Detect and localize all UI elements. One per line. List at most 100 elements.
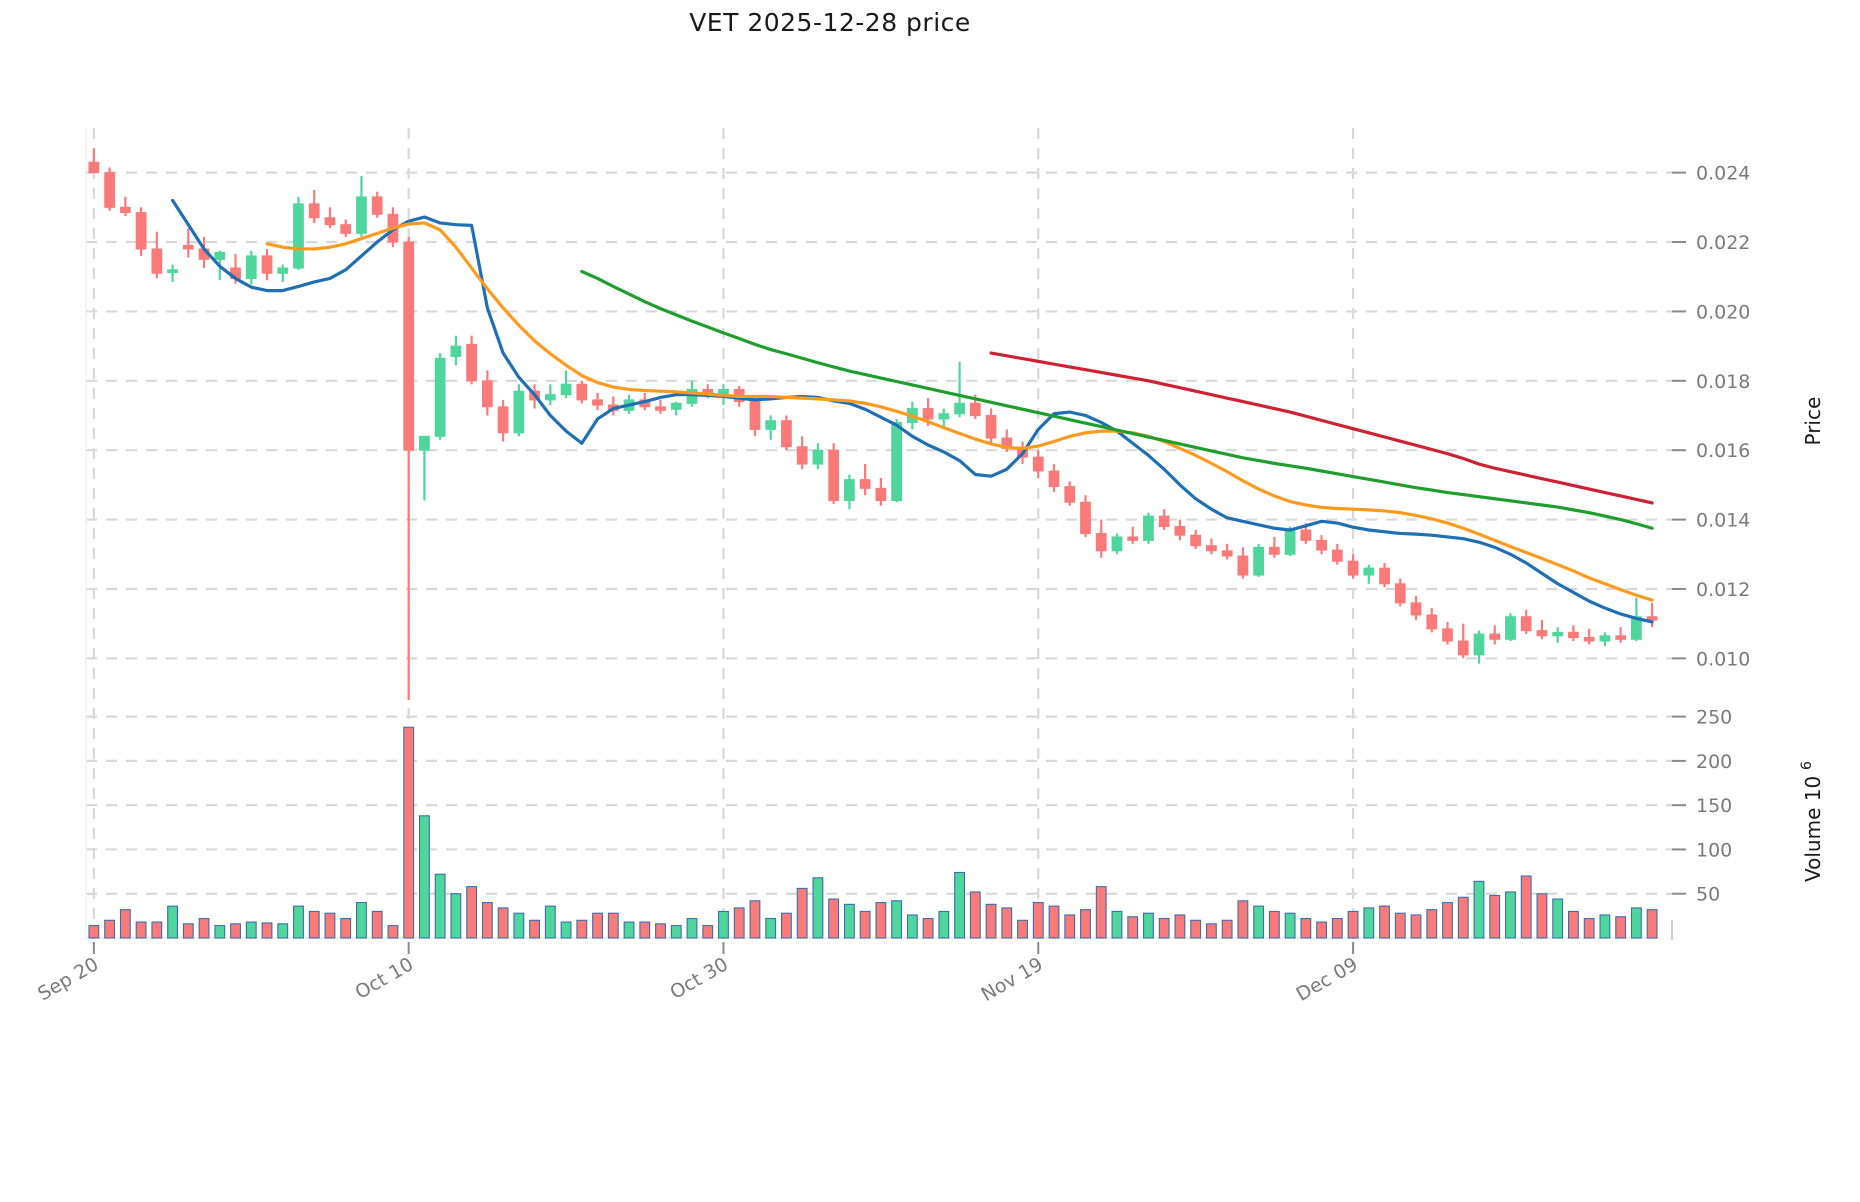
volume-bar: [418, 815, 430, 939]
candle-body: [1536, 630, 1548, 637]
candle-body: [1158, 515, 1170, 528]
volume-bar: [1032, 902, 1044, 939]
volume-bar: [151, 921, 163, 939]
volume-bar: [749, 900, 761, 939]
volume-bar: [1095, 886, 1107, 939]
volume-bar: [985, 903, 997, 939]
volume-bar: [954, 871, 965, 939]
price-axis-title: Price: [1801, 397, 1825, 446]
volume-bar: [293, 905, 304, 939]
x-tick-label: Sep 20: [34, 953, 102, 1005]
candle-body: [592, 399, 603, 406]
volume-bar: [1284, 912, 1296, 939]
candle-body: [245, 255, 257, 279]
volume-bar: [230, 923, 241, 939]
candle-body: [922, 408, 934, 420]
volume-bar: [922, 917, 934, 939]
price-tick-label: 0.018: [1696, 371, 1750, 393]
volume-bar: [167, 905, 178, 939]
volume-bar: [88, 925, 100, 939]
candle-body: [576, 383, 588, 401]
volume-bar: [182, 923, 194, 939]
volume-bar: [1237, 900, 1249, 939]
volume-bar: [466, 886, 478, 939]
volume-tick-label: 200: [1696, 751, 1732, 773]
volume-bar: [1363, 907, 1375, 939]
volume-bar: [1646, 909, 1658, 939]
volume-bar: [1520, 875, 1532, 939]
volume-bar: [781, 912, 792, 939]
candle-body: [497, 406, 509, 434]
candle-body: [1631, 616, 1642, 640]
x-tick-label: Oct 10: [352, 953, 418, 1004]
volume-bar: [1379, 905, 1390, 939]
candle-body: [1646, 616, 1658, 621]
candle-body: [812, 449, 824, 465]
x-tick-label: Dec 09: [1293, 953, 1362, 1006]
candle-body: [781, 420, 792, 448]
volume-bar: [891, 900, 903, 939]
candle-body: [1190, 534, 1202, 547]
candle-body: [1410, 602, 1422, 616]
volume-bar: [733, 907, 745, 939]
volume-bar: [969, 891, 981, 939]
volume-bar: [1347, 910, 1359, 939]
candle-body: [1111, 536, 1123, 552]
candle-body: [277, 267, 289, 274]
candle-body: [1473, 633, 1485, 656]
candle-body: [261, 255, 273, 274]
volume-axis-title: Volume 10 6: [1799, 761, 1825, 882]
ma-line-ma-slow: [580, 269, 1654, 530]
candle-body: [1347, 560, 1359, 576]
volume-bar: [843, 903, 855, 939]
price-tick-label: 0.024: [1696, 163, 1750, 185]
candle-body: [1206, 545, 1217, 552]
volume-bar: [1489, 894, 1501, 939]
volume-bar: [607, 912, 619, 939]
candle-body: [1615, 635, 1627, 640]
volume-bar: [828, 898, 840, 939]
volume-bar: [119, 909, 131, 939]
volume-bar: [1552, 898, 1564, 939]
candle-body: [403, 241, 415, 451]
candle-body: [324, 217, 336, 226]
candle-body: [356, 196, 367, 234]
volume-bar: [1410, 914, 1422, 939]
candle-body: [670, 402, 682, 410]
candle-body: [308, 203, 320, 219]
candle-body: [151, 248, 163, 274]
volume-bar: [1583, 917, 1595, 939]
candle-body: [985, 415, 997, 439]
candle-body: [1599, 635, 1611, 642]
volume-bar: [1174, 914, 1186, 939]
volume-bar: [1394, 912, 1406, 939]
volume-bar: [1158, 917, 1170, 939]
candle-body: [1300, 529, 1312, 541]
volume-bar: [686, 917, 698, 939]
volume-bar: [1473, 880, 1485, 939]
volume-bar: [623, 921, 635, 939]
candle-body: [1331, 549, 1343, 562]
volume-bar: [135, 921, 147, 939]
candle-body: [969, 402, 981, 417]
volume-bar: [1505, 891, 1516, 939]
volume-bar: [859, 910, 871, 939]
volume-bar: [1426, 909, 1438, 939]
volume-bar: [481, 902, 493, 939]
candle-body: [1489, 633, 1501, 640]
volume-bar: [1615, 916, 1627, 939]
price-tick-label: 0.020: [1696, 301, 1750, 323]
candle-body: [749, 401, 761, 430]
volume-bar: [104, 919, 116, 939]
volume-bar: [1143, 912, 1154, 939]
candle-body: [1505, 616, 1516, 640]
candle-body: [560, 383, 572, 396]
volume-bar: [1048, 905, 1060, 939]
volume-bar: [812, 877, 824, 939]
volume-bar: [371, 910, 383, 939]
candle-body: [1316, 539, 1327, 551]
ma-line-ma-fast: [170, 198, 1654, 624]
candle-body: [1284, 529, 1296, 555]
volume-bar: [1190, 919, 1202, 939]
volume-tick-label: 250: [1696, 707, 1732, 729]
